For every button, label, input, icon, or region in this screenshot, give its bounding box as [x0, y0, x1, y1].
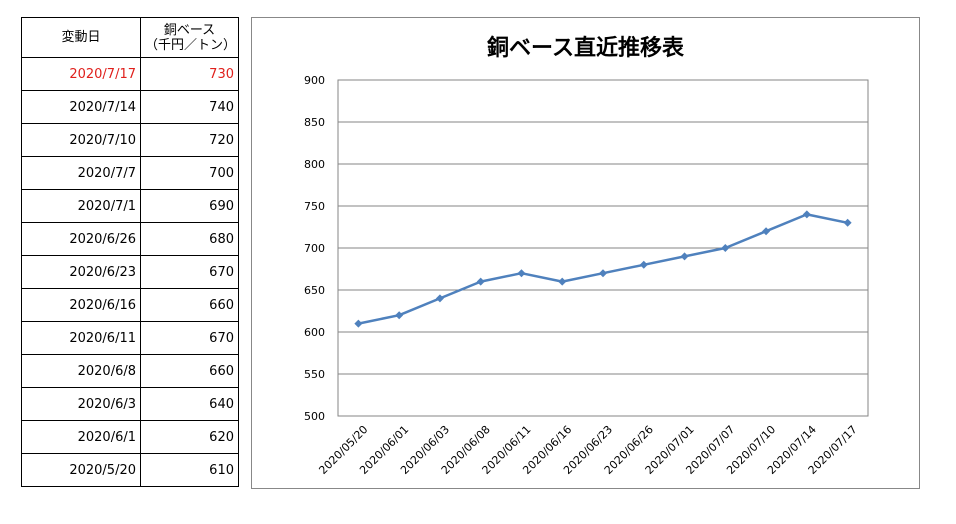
row-date: 2020/5/20 [21, 453, 141, 487]
data-point-marker [843, 218, 852, 227]
header-price-line2: （千円／トン） [145, 37, 237, 53]
data-point-marker [558, 277, 567, 286]
row-date: 2020/7/14 [21, 90, 141, 124]
data-point-marker [762, 227, 771, 236]
table-row: 2020/7/7 700 [21, 156, 239, 190]
row-date: 2020/7/7 [21, 156, 141, 190]
row-date: 2020/7/17 [21, 57, 141, 91]
header-price-line1: 銅ベース [163, 22, 216, 38]
y-tick-label: 650 [304, 284, 325, 297]
data-point-marker [476, 277, 485, 286]
data-point-marker [395, 311, 404, 320]
y-tick-label: 800 [304, 158, 325, 171]
y-tick-label: 550 [304, 368, 325, 381]
table-row: 2020/6/16 660 [21, 288, 239, 322]
row-date: 2020/6/23 [21, 255, 141, 289]
table-row: 2020/5/20 610 [21, 453, 239, 487]
chart-svg: 5005506006507007508008509002020/05/20202… [304, 74, 869, 477]
data-point-marker [517, 269, 526, 278]
row-price: 730 [140, 57, 239, 91]
y-tick-label: 850 [304, 116, 325, 129]
data-point-marker [599, 269, 607, 278]
row-price: 740 [140, 90, 239, 124]
line-chart: 500 550 600 650 700 750 800 850 900 2020/05/20 202… [251, 17, 920, 489]
row-price: 700 [140, 156, 239, 190]
row-price: 690 [140, 189, 239, 223]
table-row: 2020/6/1 620 [21, 420, 239, 454]
plot-area [337, 79, 869, 417]
row-date: 2020/6/3 [21, 387, 141, 421]
data-point-marker [721, 244, 730, 252]
series-line [358, 213, 848, 325]
chart-title: 銅ベース直近推移表 [487, 36, 684, 61]
row-date: 2020/6/16 [21, 288, 141, 322]
row-price: 660 [140, 288, 239, 322]
row-price: 660 [140, 354, 239, 388]
row-price: 670 [140, 255, 239, 289]
data-point-marker [354, 319, 363, 328]
data-point-marker [802, 210, 811, 219]
table-row: 2020/6/8 660 [21, 354, 239, 388]
row-price: 720 [140, 123, 239, 157]
table-row: 2020/7/10 720 [21, 123, 239, 157]
row-date: 2020/6/8 [21, 354, 141, 388]
data-point-marker [680, 252, 689, 261]
table-row: 2020/6/11 670 [21, 321, 239, 355]
y-tick-label: 500 [304, 410, 325, 423]
table-row: 2020/7/17 730 [21, 57, 239, 91]
row-date: 2020/6/26 [21, 222, 141, 256]
y-tick-label: 600 [304, 326, 325, 339]
table-row: 2020/6/26 680 [21, 222, 239, 256]
y-tick-label: 750 [304, 200, 325, 213]
table-row: 2020/7/1 690 [21, 189, 239, 223]
row-price: 640 [140, 387, 239, 421]
price-table: 変動日 銅ベース （千円／トン） 2020/7/17 730 2020/7/14 740… [21, 17, 239, 487]
y-tick-label: 900 [304, 74, 325, 87]
data-point-marker [639, 260, 648, 269]
row-date: 2020/6/11 [21, 321, 141, 355]
table-row: 2020/6/23 670 [21, 255, 239, 289]
header-date: 変動日 [21, 17, 141, 58]
row-price: 680 [140, 222, 239, 256]
row-date: 2020/7/1 [21, 189, 141, 223]
row-price: 670 [140, 321, 239, 355]
y-tick-label: 700 [304, 242, 325, 255]
row-price: 610 [140, 453, 239, 487]
table-row: 2020/7/14 740 [21, 90, 239, 124]
data-point-marker [435, 294, 444, 303]
row-date: 2020/6/1 [21, 420, 141, 454]
row-date: 2020/7/10 [21, 123, 141, 157]
table-row: 2020/6/3 640 [21, 387, 239, 421]
row-price: 620 [140, 420, 239, 454]
header-price: 銅ベース （千円／トン） [140, 17, 239, 58]
table-header-row: 変動日 銅ベース （千円／トン） [21, 17, 239, 58]
